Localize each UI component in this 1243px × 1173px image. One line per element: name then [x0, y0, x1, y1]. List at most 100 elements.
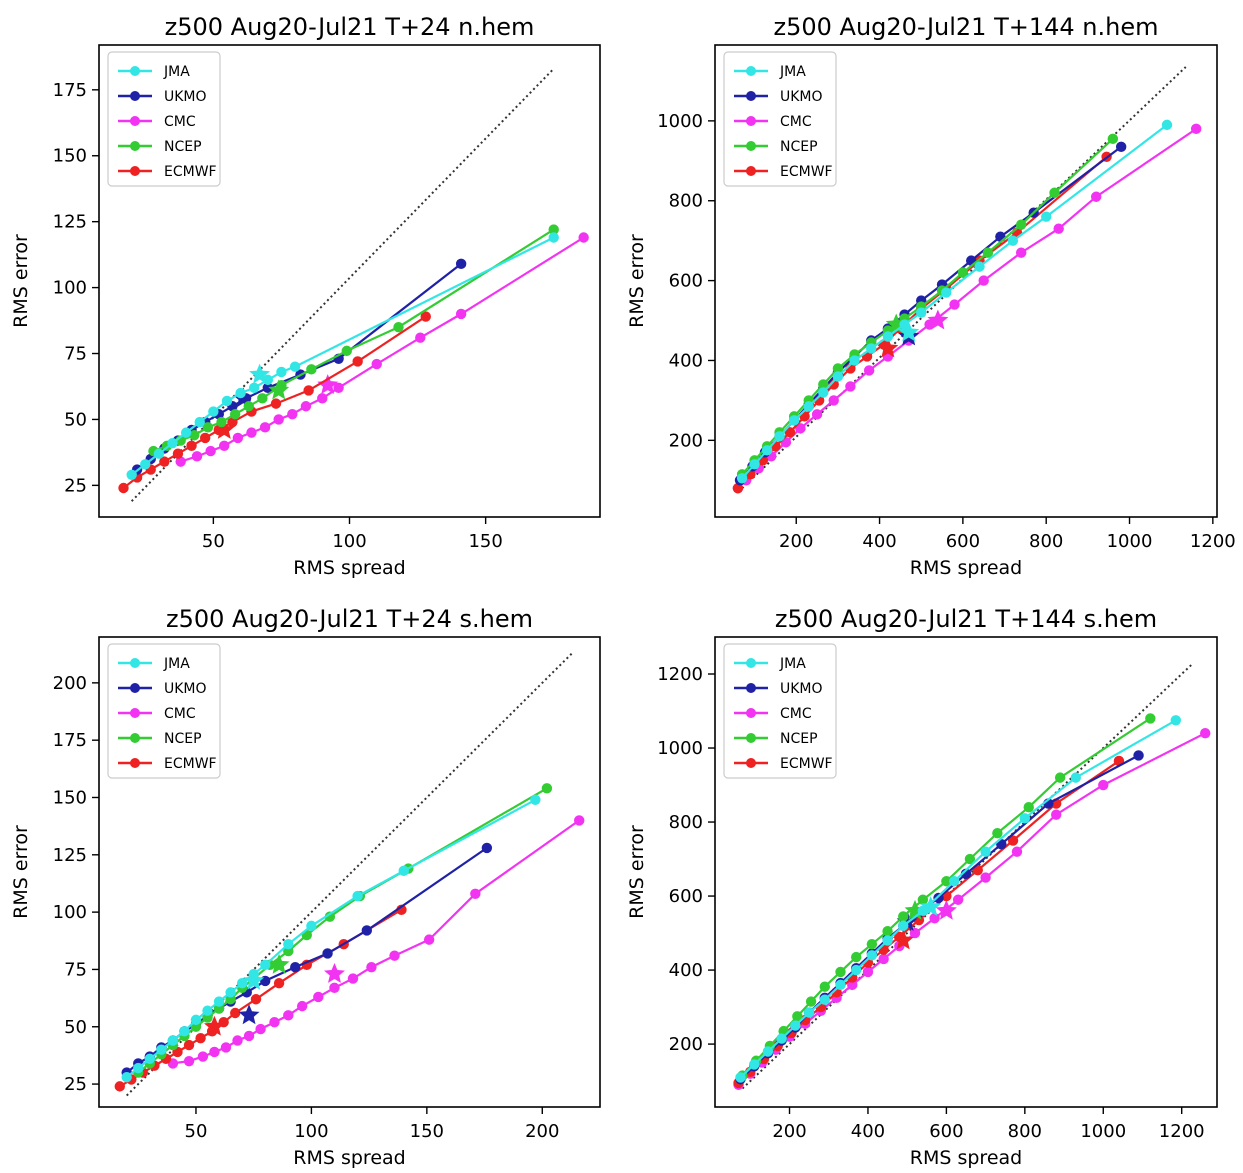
y-tick-label: 50: [64, 1017, 87, 1038]
data-point: [317, 393, 328, 404]
data-point: [913, 914, 925, 926]
data-point: [322, 948, 333, 959]
data-point: [423, 934, 435, 945]
data-point: [246, 427, 257, 438]
data-point: [296, 1000, 308, 1012]
data-point: [300, 401, 312, 412]
data-point: [420, 311, 431, 322]
data-point: [819, 981, 831, 992]
data-point: [1011, 846, 1023, 857]
chart-panel: z500 Aug20-Jul21 T+24 n.hem 50 100 150 25 50 7…: [10, 13, 601, 579]
data-point: [415, 332, 426, 343]
data-point: [313, 991, 324, 1003]
legend-label: UKMO: [780, 89, 823, 105]
legend: JMA UKMO CMC NCEP ECMWF: [723, 643, 837, 779]
data-point: [949, 299, 960, 310]
x-tick-label: 600: [946, 531, 980, 552]
x-tick-label: 600: [929, 1121, 963, 1142]
data-point: [1190, 123, 1202, 135]
data-point: [818, 387, 829, 398]
legend-entry-ecmwf: ECMWF: [118, 756, 217, 772]
star-marker: [243, 969, 265, 990]
data-point: [828, 395, 839, 406]
y-axis-label: RMS error: [626, 825, 648, 919]
data-point: [1015, 247, 1027, 258]
data-point: [306, 364, 317, 375]
chart-panel: z500 Aug20-Jul21 T+144 s.hem 200 400 600 800…: [626, 605, 1218, 1169]
data-point: [1015, 219, 1027, 230]
star-marker: [213, 418, 235, 439]
x-tick-label: 1000: [1080, 1121, 1126, 1142]
star-marker: [898, 321, 920, 342]
data-point: [1090, 191, 1102, 202]
data-point: [190, 1014, 202, 1026]
data-point: [862, 966, 874, 978]
y-tick-label: 25: [64, 1074, 87, 1095]
data-point: [259, 422, 271, 433]
data-point: [818, 379, 829, 390]
data-point: [929, 913, 940, 924]
legend-entry-ukmo: UKMO: [734, 681, 823, 697]
x-tick-label: 400: [862, 531, 896, 552]
data-point: [221, 395, 233, 407]
data-point: [225, 987, 236, 998]
data-point: [964, 853, 976, 865]
legend-label: NCEP: [164, 139, 202, 155]
data-point: [202, 1005, 213, 1016]
series-ncep: [148, 224, 559, 457]
data-point: [333, 382, 344, 393]
data-point: [366, 961, 377, 973]
data-point: [832, 371, 844, 382]
data-point: [290, 961, 301, 973]
y-tick-label: 25: [64, 475, 87, 496]
star-marker: [927, 309, 949, 330]
x-tick-label: 150: [410, 1121, 444, 1142]
data-point: [205, 445, 216, 457]
diagonal-line: [130, 68, 555, 502]
legend-entry-jma: JMA: [118, 64, 190, 80]
y-tick-label: 100: [53, 902, 87, 923]
legend-label: ECMWF: [780, 164, 833, 180]
star-marker: [268, 379, 290, 400]
data-point: [795, 423, 806, 434]
data-point: [481, 842, 493, 854]
y-tick-label: 1200: [657, 664, 703, 685]
data-point: [243, 401, 254, 412]
data-point: [197, 1051, 209, 1062]
x-tick-label: 50: [202, 531, 225, 552]
data-point: [736, 473, 748, 484]
star-marker: [317, 374, 339, 395]
y-tick-label: 75: [64, 344, 87, 365]
legend-label: UKMO: [780, 681, 823, 697]
data-point: [974, 261, 985, 272]
data-point: [541, 783, 553, 794]
data-point: [455, 258, 467, 270]
data-point: [371, 358, 382, 370]
data-point: [230, 1007, 241, 1019]
data-point: [847, 979, 858, 991]
data-point: [790, 1020, 801, 1031]
data-point: [352, 356, 363, 367]
data-point: [172, 448, 184, 459]
data-point: [1023, 802, 1034, 813]
data-point: [849, 355, 860, 366]
data-point: [749, 459, 760, 470]
data-point: [260, 959, 271, 971]
data-point: [183, 1039, 195, 1051]
y-tick-label: 1000: [657, 111, 703, 132]
data-point: [1161, 119, 1173, 131]
data-point: [389, 950, 400, 961]
series-jma: [121, 794, 541, 1083]
x-tick-label: 100: [294, 1121, 328, 1142]
legend-box: [723, 51, 837, 187]
data-point: [949, 876, 960, 887]
series-line: [119, 908, 402, 1088]
data-point: [982, 247, 994, 258]
data-point: [121, 1071, 132, 1083]
legend-marker: [746, 658, 756, 668]
legend-entry-ukmo: UKMO: [118, 681, 207, 697]
data-point: [578, 232, 589, 243]
data-point: [917, 894, 929, 905]
data-point: [329, 982, 340, 993]
data-point: [183, 1055, 195, 1067]
